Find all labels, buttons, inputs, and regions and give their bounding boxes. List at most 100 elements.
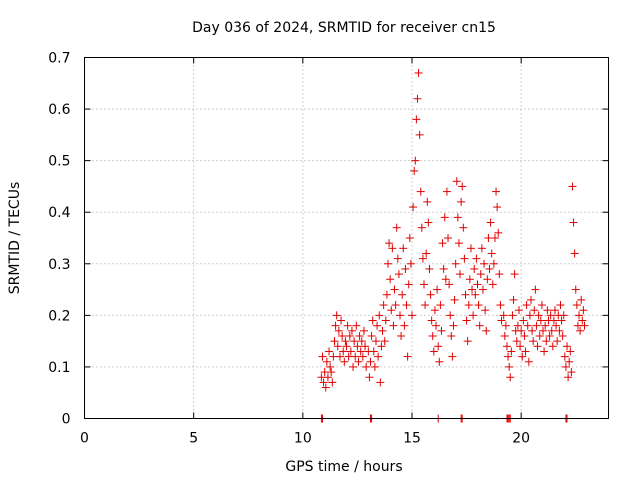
data-point [563, 342, 572, 351]
data-point [516, 342, 525, 351]
data-point [356, 347, 365, 356]
data-point [382, 290, 391, 299]
data-point [352, 321, 361, 330]
data-point [532, 321, 541, 330]
y-tick-label: 0.1 [48, 360, 70, 376]
data-point [438, 239, 447, 248]
data-point [445, 280, 454, 289]
data-point [480, 259, 489, 268]
data-point [547, 326, 556, 335]
data-point [485, 264, 494, 273]
y-axis-title: SRMTID / TECUs [7, 182, 23, 295]
data-point [446, 311, 455, 320]
data-point [464, 301, 473, 310]
data-point [424, 218, 433, 227]
data-point [341, 337, 350, 346]
y-tick-label: 0.2 [48, 308, 70, 324]
data-point [478, 285, 487, 294]
data-point [575, 311, 584, 320]
data-point [493, 203, 502, 212]
data-point [490, 234, 499, 242]
data-point [578, 316, 587, 325]
data-point [385, 239, 394, 248]
y-tick-label: 0 [62, 412, 71, 428]
data-point [517, 326, 526, 335]
data-points [317, 68, 589, 423]
data-point [460, 254, 469, 263]
y-tick-label: 0.6 [48, 102, 70, 118]
data-point [500, 331, 509, 340]
data-point [488, 280, 497, 289]
data-point [447, 331, 456, 340]
data-point [558, 331, 567, 340]
data-point [358, 352, 367, 361]
data-point [325, 347, 334, 356]
x-tick-label: 5 [189, 431, 198, 447]
data-point [551, 306, 560, 315]
data-point [534, 311, 543, 320]
data-point [519, 316, 528, 325]
data-point [439, 264, 448, 273]
data-point [528, 326, 537, 335]
data-point [469, 311, 478, 320]
data-point [449, 321, 458, 330]
data-point [399, 244, 408, 253]
data-point [379, 301, 388, 310]
data-point [441, 275, 450, 284]
data-point [572, 301, 581, 310]
data-point [417, 223, 426, 232]
data-point [378, 326, 387, 335]
data-point [568, 182, 577, 191]
data-point [552, 321, 561, 330]
data-point [380, 337, 389, 346]
data-point [499, 311, 508, 320]
y-tick-label: 0.7 [48, 51, 70, 67]
data-point [374, 352, 383, 361]
data-point [429, 347, 438, 356]
grid [84, 57, 609, 419]
data-point [411, 156, 420, 165]
x-tick-label: 0 [80, 431, 89, 447]
data-point [465, 275, 474, 284]
data-point [580, 321, 589, 330]
data-point [541, 321, 550, 330]
data-point [370, 362, 379, 371]
data-point [456, 270, 465, 279]
data-point [518, 352, 527, 361]
data-point [371, 337, 380, 346]
data-point [327, 368, 336, 377]
data-point [368, 316, 377, 325]
data-point [409, 203, 418, 212]
data-point [400, 321, 409, 330]
data-point [435, 357, 444, 366]
data-point [502, 342, 511, 351]
data-point [366, 357, 375, 366]
data-point [343, 321, 352, 330]
data-point [440, 213, 449, 222]
data-point [549, 316, 558, 325]
data-point [565, 357, 574, 366]
data-point [457, 197, 466, 206]
data-point [466, 244, 475, 253]
data-point [512, 337, 521, 346]
data-point [548, 342, 557, 351]
data-point [395, 311, 404, 320]
data-point [361, 342, 370, 351]
data-point [564, 373, 573, 382]
plot-frame [84, 57, 609, 419]
data-point [545, 331, 554, 340]
data-point [388, 244, 397, 253]
x-axis-title: GPS time / hours [285, 459, 402, 475]
data-point [391, 301, 400, 310]
data-point [430, 306, 439, 315]
data-point [442, 187, 451, 196]
data-point [403, 352, 412, 361]
y-tick-label: 0.4 [48, 205, 70, 221]
data-point [392, 223, 401, 232]
data-point [504, 352, 513, 361]
data-point [539, 326, 547, 335]
data-point [386, 275, 395, 284]
data-point [432, 321, 441, 330]
data-point [412, 115, 421, 124]
data-point [473, 280, 482, 289]
